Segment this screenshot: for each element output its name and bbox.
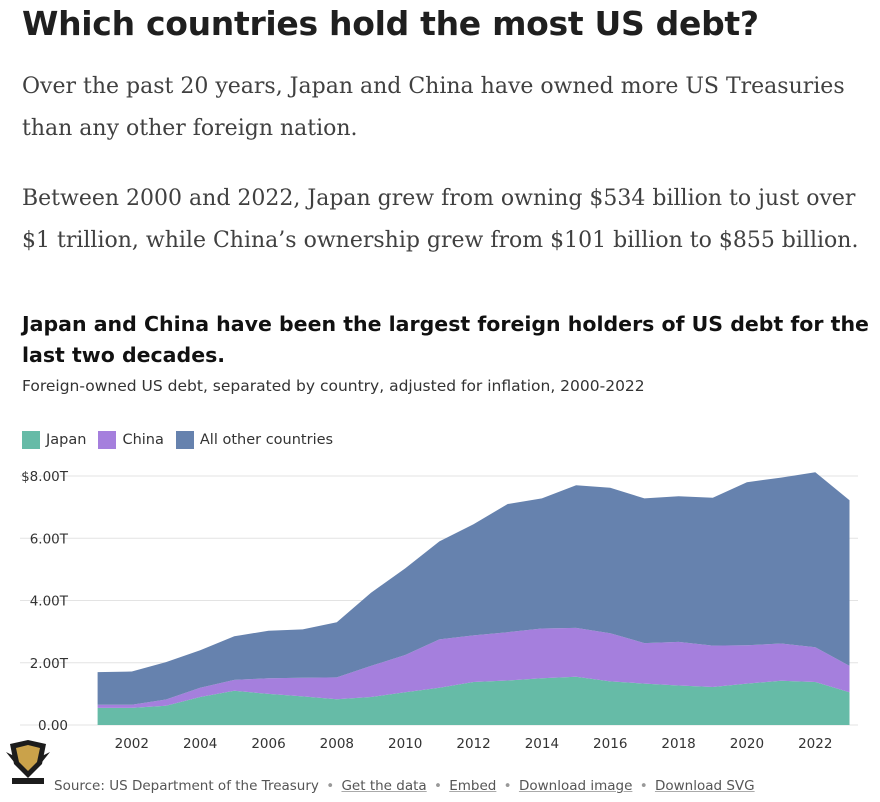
y-tick-label: $8.00T (21, 469, 69, 485)
legend-swatch-other (175, 431, 194, 449)
intro-paragraph: Over the past 20 years, Japan and China … (22, 74, 845, 141)
source-note: Source: US Department of the Treasury (54, 778, 319, 794)
x-tick-label: 2002 (115, 736, 149, 752)
y-tick-label: 0.00 (38, 718, 68, 734)
y-tick-label: 2.00T (30, 656, 69, 672)
x-tick-label: 2016 (593, 736, 627, 752)
chart-subtitle: Foreign-owned US debt, separated by coun… (22, 377, 645, 395)
x-tick-label: 2014 (525, 736, 559, 752)
chart-title: Japan and China have been the largest fo… (22, 312, 869, 367)
x-tick-label: 2008 (320, 736, 354, 752)
area-japan (97, 676, 850, 725)
area-all-other-countries (97, 472, 850, 705)
legend-swatch-china (98, 431, 117, 449)
legend-label-other: All other countries (199, 432, 334, 448)
download-image-link[interactable]: Download image (518, 778, 633, 794)
legend-label-japan: Japan (46, 432, 87, 448)
legend-item-japan[interactable]: Japan (22, 431, 86, 449)
watermark-logo (6, 740, 50, 784)
download-svg-link[interactable]: Download SVG (654, 778, 755, 794)
footer-separator: • (433, 778, 442, 794)
legend-label-china: China (122, 432, 164, 448)
x-tick-label: 2020 (730, 736, 764, 752)
area-chart: 0.00 2.00T 4.00T 6.00T $8.00T 2002 2004 2006 200… (20, 469, 858, 752)
footer-separator: • (326, 778, 335, 794)
page-title: Which countries hold the most US debt? (22, 4, 759, 43)
footer-separator: • (503, 778, 512, 794)
area-china (97, 627, 850, 708)
embed-link[interactable]: Embed (449, 778, 497, 794)
x-tick-label: 2012 (456, 736, 490, 752)
x-tick-label: 2006 (251, 736, 285, 752)
detail-paragraph: Between 2000 and 2022, Japan grew from o… (22, 186, 859, 253)
chart-legend: Japan China All other countries (22, 431, 345, 449)
y-tick-label: 4.00T (30, 594, 69, 610)
x-tick-label: 2018 (661, 736, 695, 752)
chart-footer: Source: US Department of the Treasury • … (54, 778, 755, 794)
footer-separator: • (639, 778, 648, 794)
legend-item-china[interactable]: China (98, 431, 164, 449)
y-tick-label: 6.00T (30, 531, 69, 547)
get-data-link[interactable]: Get the data (341, 778, 427, 794)
x-tick-label: 2022 (798, 736, 832, 752)
x-tick-label: 2004 (183, 736, 217, 752)
legend-item-other[interactable]: All other countries (175, 431, 334, 449)
x-tick-label: 2010 (388, 736, 422, 752)
legend-swatch-japan (22, 431, 40, 449)
